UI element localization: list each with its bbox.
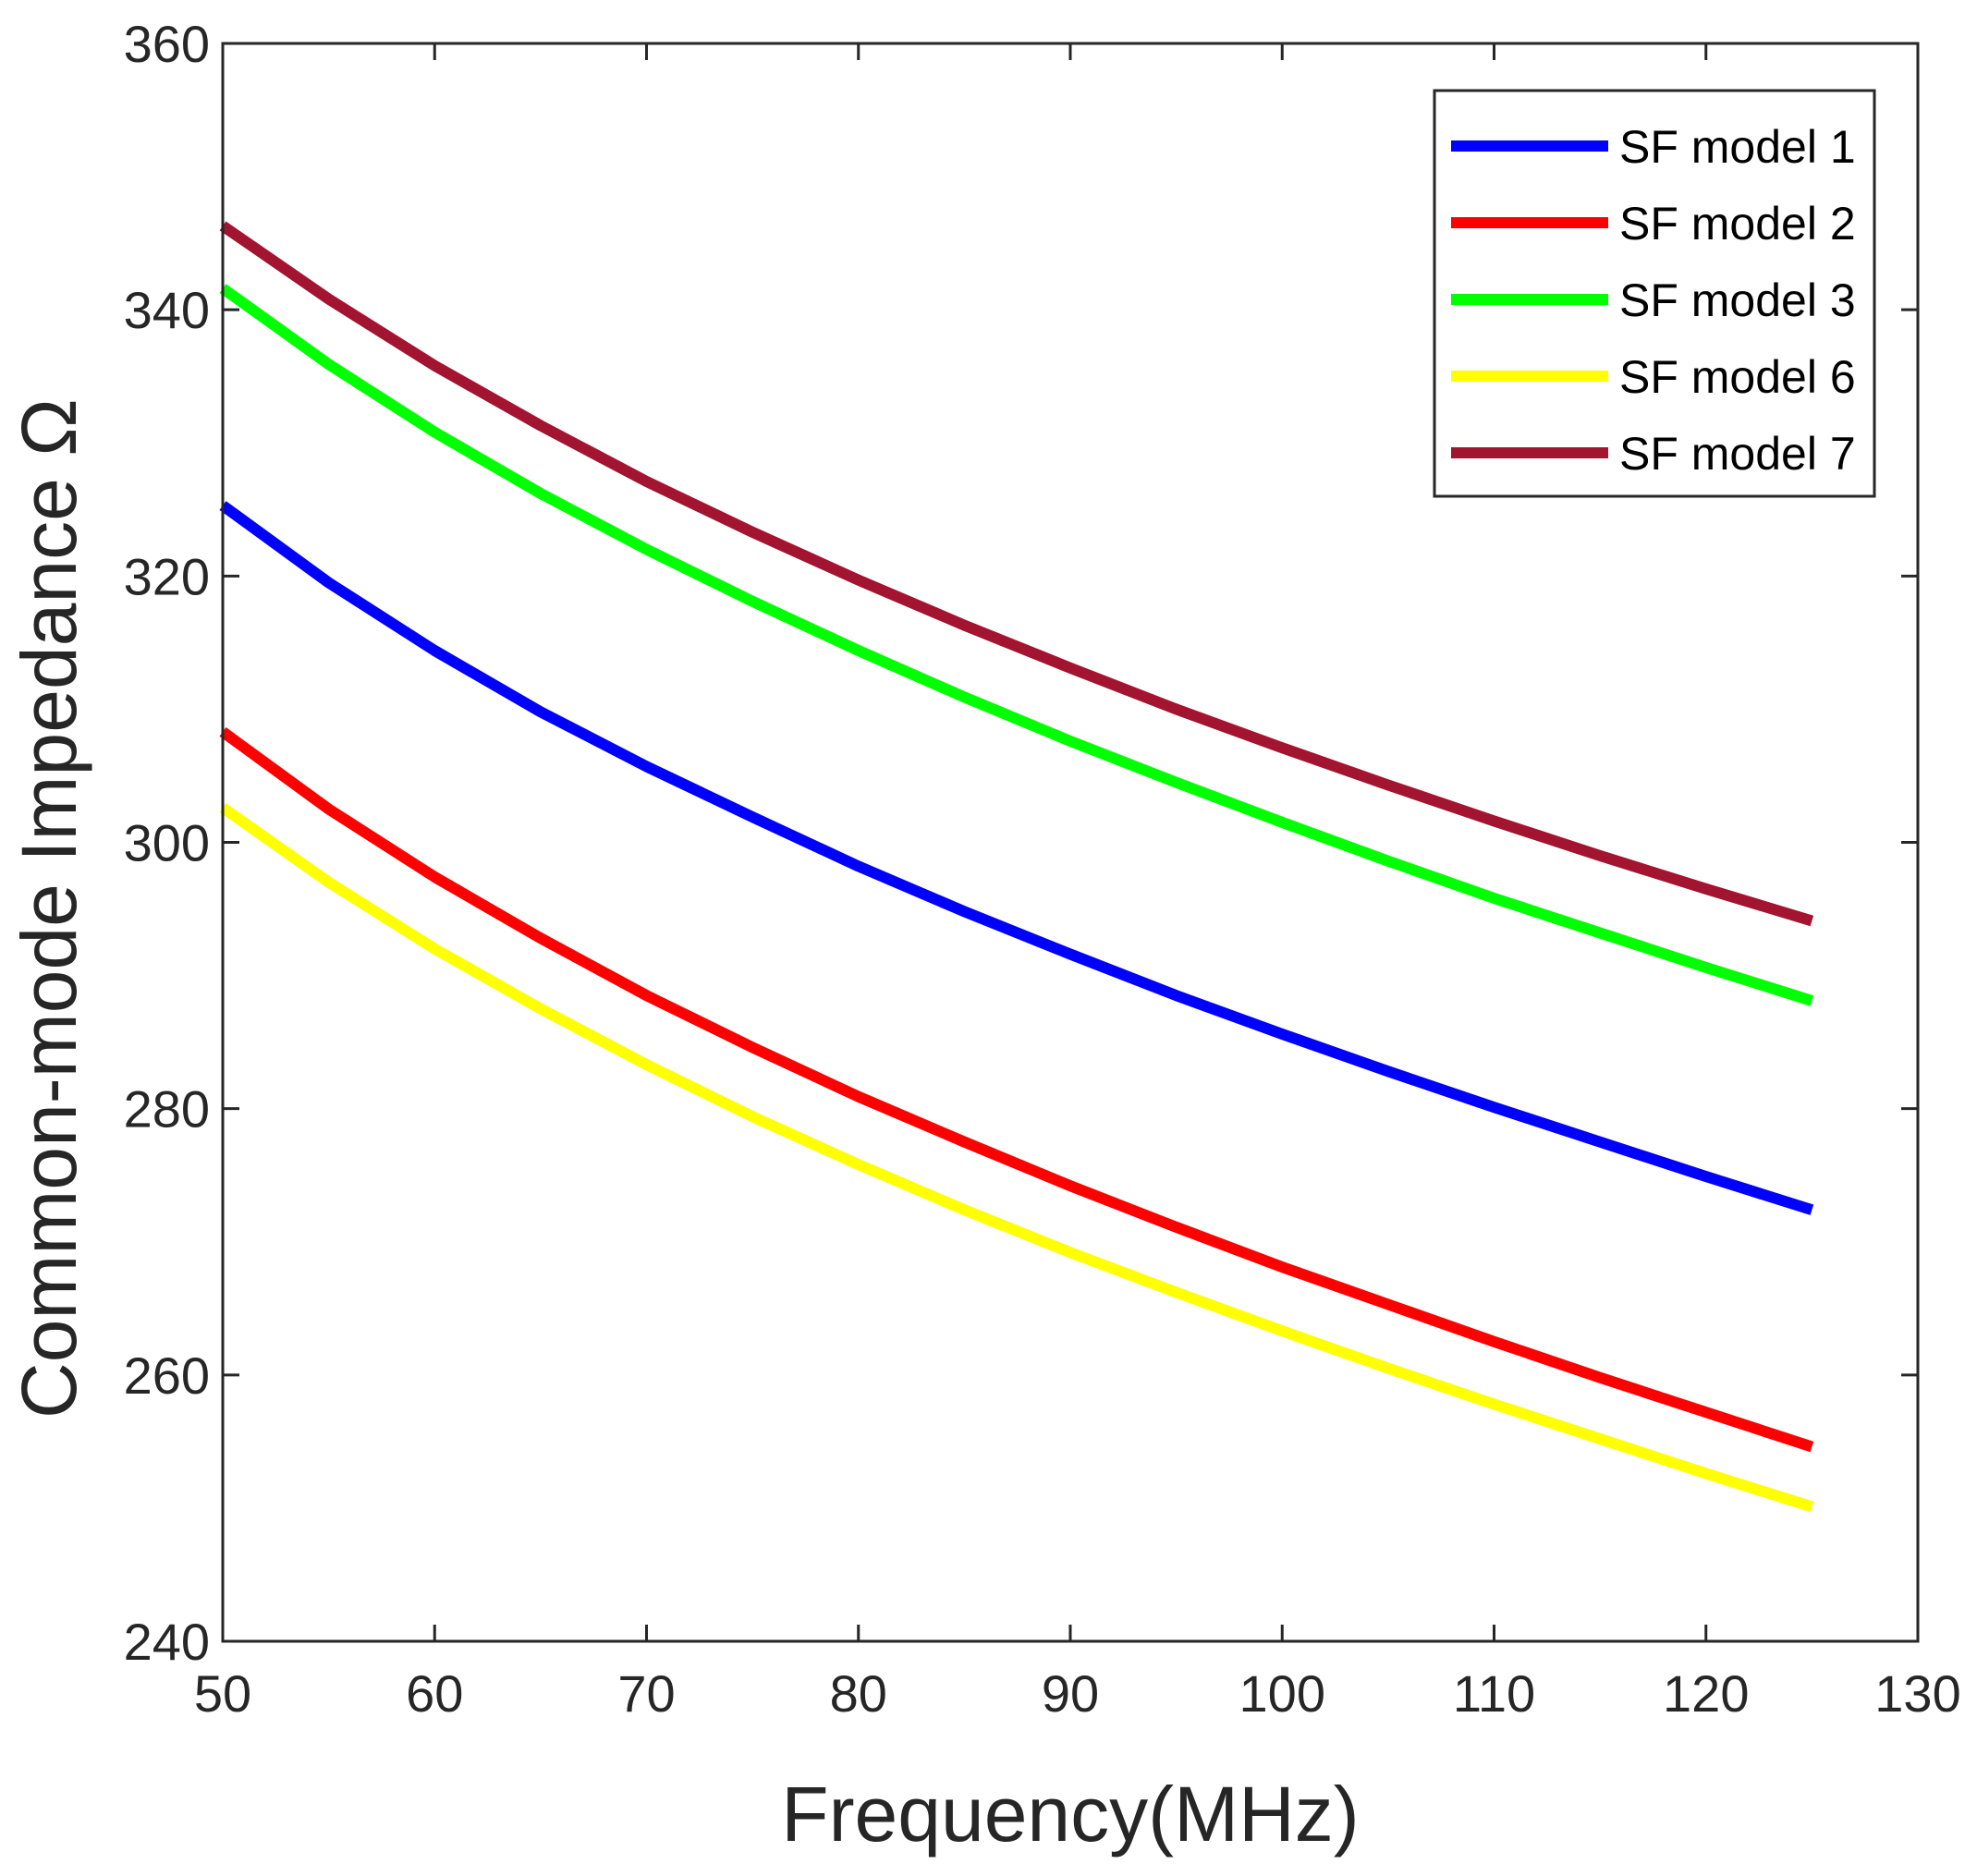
x-tick-label: 50 [194, 1664, 251, 1723]
series-line-sf-model-1 [219, 501, 1814, 1215]
legend: SF model 1 SF model 2 SF model 3 SF model 6… [1433, 89, 1876, 498]
x-tick-label: 120 [1663, 1664, 1749, 1723]
series-line-sf-model-6 [219, 803, 1814, 1513]
y-tick-label: 340 [124, 281, 210, 339]
y-tick-label: 360 [124, 15, 210, 73]
x-tick-label: 80 [830, 1664, 887, 1723]
y-tick-label: 280 [124, 1080, 210, 1139]
y-tick-label: 320 [124, 547, 210, 605]
x-tick-label: 110 [1453, 1664, 1535, 1723]
legend-label: SF model 7 [1619, 428, 1856, 480]
series-line-sf-model-7 [219, 221, 1814, 927]
legend-label: SF model 1 [1619, 121, 1856, 173]
series-line-sf-model-3 [219, 284, 1814, 1006]
x-tick-label: 60 [406, 1664, 463, 1723]
y-tick-label: 300 [124, 814, 210, 872]
x-tick-label: 100 [1239, 1664, 1325, 1723]
y-tick-label: 260 [124, 1346, 210, 1405]
x-tick-label: 130 [1874, 1664, 1960, 1723]
plot-area [219, 221, 1814, 1513]
legend-label: SF model 3 [1619, 274, 1856, 326]
y-tick-label: 240 [124, 1613, 210, 1671]
series-line-sf-model-2 [219, 727, 1814, 1453]
x-axis-title: Frequency(MHz) [781, 1771, 1359, 1858]
y-axis-title: Common-mode Impedance Ω [6, 398, 92, 1419]
legend-label: SF model 2 [1619, 198, 1856, 250]
x-tick-label: 90 [1042, 1664, 1099, 1723]
axis-ticks: 50 60 70 80 90 100 110 120 130 240 260 280 300 320 340… [124, 15, 1961, 1723]
x-tick-label: 70 [617, 1664, 675, 1723]
legend-label: SF model 6 [1619, 351, 1856, 403]
legend-box [1433, 89, 1876, 498]
